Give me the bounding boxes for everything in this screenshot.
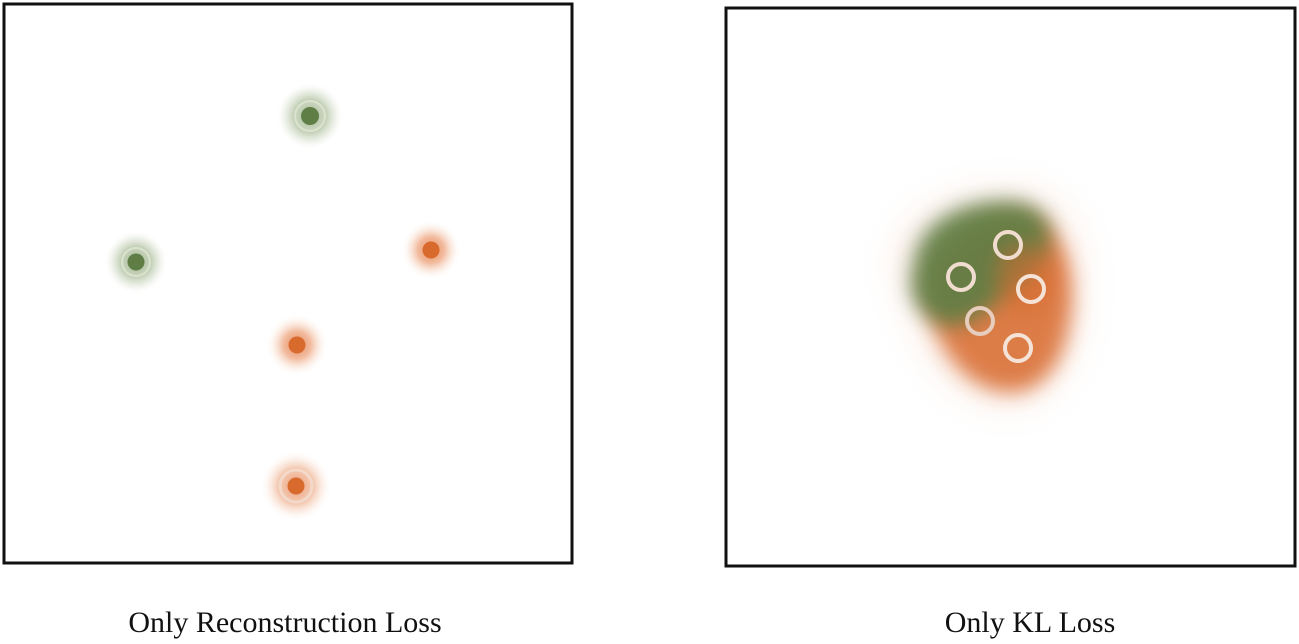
kl-latent-ring-2	[946, 262, 976, 292]
orange-cluster-center	[266, 314, 328, 376]
green-cluster-left	[104, 230, 168, 294]
reconstruction-panel	[2, 2, 574, 565]
kl-panel	[724, 6, 1297, 568]
reconstruction-caption: Only Reconstruction Loss	[128, 606, 441, 639]
kl-latent-ring-1	[993, 230, 1023, 260]
orange-cluster-bottom	[260, 450, 332, 522]
kl-latent-ring-4	[965, 306, 995, 336]
orange-cluster-right	[401, 220, 461, 280]
green-cluster-top	[276, 82, 344, 150]
kl-latent-ring-5	[1003, 333, 1033, 363]
kl-caption: Only KL Loss	[945, 606, 1116, 639]
kl-latent-ring-3	[1016, 274, 1046, 304]
